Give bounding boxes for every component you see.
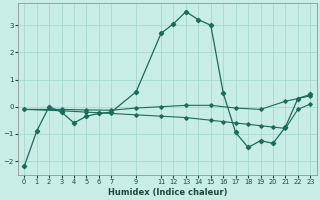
X-axis label: Humidex (Indice chaleur): Humidex (Indice chaleur) (108, 188, 227, 197)
